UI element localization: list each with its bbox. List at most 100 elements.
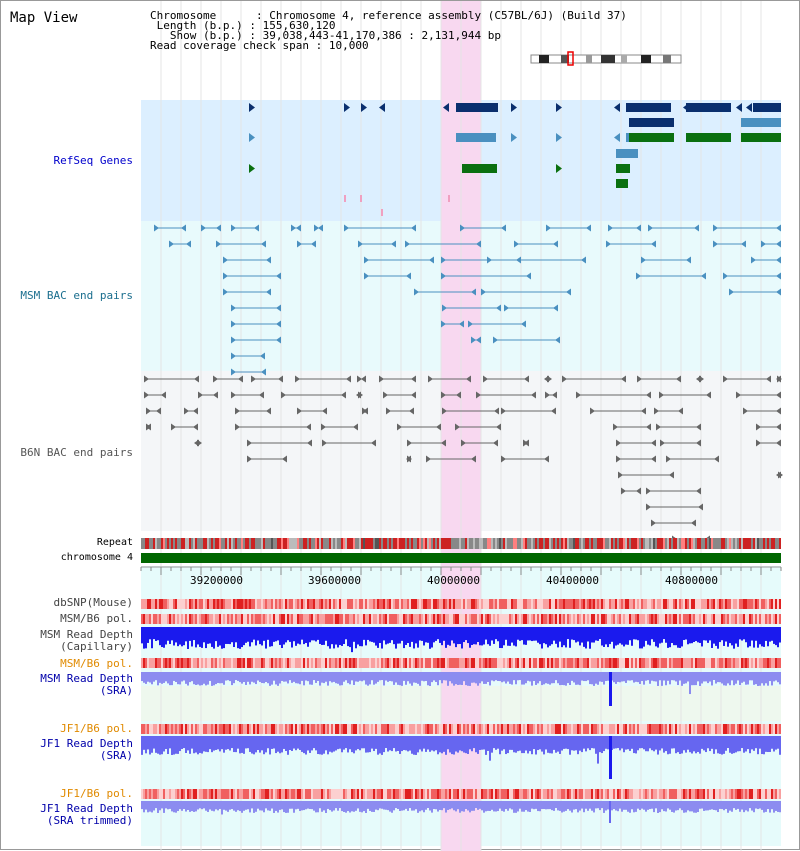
jf1-b6-pol-heat-cell bbox=[307, 724, 309, 734]
msm-b6-pol-heat-cell bbox=[769, 614, 771, 624]
msm-read-depth-sra-label[interactable]: MSM Read Depth (SRA) bbox=[40, 673, 133, 697]
msm-depth-capillary-bar bbox=[243, 639, 245, 645]
b6n-bac-track-label[interactable]: B6N BAC end pairs bbox=[20, 447, 133, 459]
jf1-depth-sra-bar bbox=[613, 748, 615, 749]
msm-depth-capillary-bar bbox=[255, 639, 257, 645]
refseq-track-label[interactable]: RefSeq Genes bbox=[54, 155, 133, 167]
jf1-b6-pol-heat-cell bbox=[441, 724, 443, 734]
jf1-depth-sra-bar bbox=[365, 748, 367, 753]
repeat-segment bbox=[771, 538, 773, 549]
dbsnp-track-label[interactable]: dbSNP(Mouse) bbox=[54, 597, 133, 609]
jf1-depth-trimmed-bar bbox=[315, 808, 317, 812]
msm-b6-pol-heat-cell bbox=[285, 614, 287, 624]
jf1-depth-trimmed-bar bbox=[197, 808, 199, 809]
msm-depth-sra-bar bbox=[547, 680, 549, 684]
repeat-segment bbox=[501, 538, 503, 549]
repeat-segment bbox=[267, 538, 269, 549]
msm-b6-pol-heat-cell bbox=[363, 614, 365, 624]
jf1-b6-pol-heat-cell bbox=[233, 724, 235, 734]
msm-b6-pol-sra-heat-cell bbox=[639, 658, 641, 668]
msm-read-depth-capillary-label[interactable]: MSM Read Depth (Capillary) bbox=[40, 629, 133, 653]
repeat-segment bbox=[603, 538, 605, 549]
msm-depth-sra-bar bbox=[233, 680, 235, 683]
msm-depth-sra-bar bbox=[319, 680, 321, 686]
msm-b6-pol-sra-heat-cell bbox=[725, 658, 727, 668]
msm-b6-pol-track-label[interactable]: MSM/B6 pol. bbox=[60, 613, 133, 625]
msm-depth-capillary-bar bbox=[723, 639, 725, 646]
jf1-depth-sra-bar bbox=[405, 748, 407, 750]
jf1-b6-pol-2-heat-cell bbox=[415, 789, 417, 799]
jf1-b6-pol-heat-cell bbox=[219, 724, 221, 734]
jf1-depth-trimmed-bar bbox=[685, 808, 687, 812]
msm-bac-track-label[interactable]: MSM BAC end pairs bbox=[20, 290, 133, 302]
dbsnp-heat-cell bbox=[629, 599, 631, 609]
msm-depth-capillary-bar bbox=[461, 639, 463, 648]
jf1-depth-sra-bar bbox=[691, 748, 693, 753]
jf1-depth-trimmed-bar bbox=[737, 808, 739, 809]
msm-b6-pol-sra-label[interactable]: MSM/B6 pol. bbox=[60, 658, 133, 670]
jf1-b6-pol-heat-cell bbox=[713, 724, 715, 734]
msm-depth-capillary-bar bbox=[171, 639, 173, 640]
msm-b6-pol-heat-cell bbox=[705, 614, 707, 624]
msm-b6-pol-sra-heat-cell bbox=[755, 658, 757, 668]
msm-depth-capillary-bar bbox=[425, 639, 427, 642]
jf1-depth-trimmed-bar bbox=[207, 808, 209, 812]
repeat-segment bbox=[395, 538, 397, 549]
dbsnp-heat-cell bbox=[327, 599, 329, 609]
msm-b6-pol-heat-cell bbox=[749, 614, 751, 624]
dbsnp-heat-cell bbox=[411, 599, 413, 609]
jf1-depth-trimmed-bar bbox=[209, 808, 211, 809]
msm-depth-sra-bar bbox=[771, 680, 773, 685]
repeat-segment bbox=[275, 538, 277, 549]
msm-b6-pol-sra-heat-cell bbox=[297, 658, 299, 668]
msm-b6-pol-heat-cell bbox=[367, 614, 369, 624]
jf1-b6-pol-track-label-2[interactable]: JF1/B6 pol. bbox=[60, 788, 133, 800]
msm-depth-capillary-bar bbox=[617, 639, 619, 645]
jf1-read-depth-sra-label[interactable]: JF1 Read Depth (SRA) bbox=[40, 738, 133, 762]
jf1-depth-trimmed-bar bbox=[565, 808, 567, 811]
jf1-b6-pol-heat-cell bbox=[435, 724, 437, 734]
msm-b6-pol-sra-heat-cell bbox=[685, 658, 687, 668]
msm-b6-pol-heat-cell bbox=[483, 614, 485, 624]
dbsnp-heat-cell bbox=[755, 599, 757, 609]
msm-depth-capillary-bar bbox=[359, 639, 361, 646]
msm-depth-capillary-bar bbox=[189, 639, 191, 641]
msm-depth-capillary-bar bbox=[145, 639, 147, 648]
msm-b6-pol-sra-heat-cell bbox=[193, 658, 195, 668]
jf1-depth-sra-bar bbox=[411, 748, 413, 754]
jf1-read-depth-trimmed-label[interactable]: JF1 Read Depth (SRA trimmed) bbox=[40, 803, 133, 827]
jf1-b6-pol-heat-cell bbox=[397, 724, 399, 734]
dbsnp-heat-cell bbox=[427, 599, 429, 609]
dbsnp-heat-cell bbox=[345, 599, 347, 609]
jf1-depth-sra-bar bbox=[759, 748, 761, 749]
jf1-b6-pol-track-label[interactable]: JF1/B6 pol. bbox=[60, 723, 133, 735]
msm-b6-pol-sra-heat-cell bbox=[441, 658, 443, 668]
msm-depth-capillary-bar bbox=[361, 639, 363, 646]
jf1-b6-pol-heat-cell bbox=[463, 724, 465, 734]
msm-b6-pol-sra-heat-cell bbox=[275, 658, 277, 668]
jf1-b6-pol-2-heat-cell bbox=[539, 789, 541, 799]
jf1-depth-sra-bar bbox=[413, 748, 415, 755]
msm-depth-capillary-bar bbox=[147, 639, 149, 643]
msm-b6-pol-heat-cell bbox=[295, 614, 297, 624]
msm-b6-pol-heat-cell bbox=[287, 614, 289, 624]
msm-b6-pol-sra-heat-cell bbox=[173, 658, 175, 668]
jf1-b6-pol-heat-cell bbox=[183, 724, 185, 734]
msm-depth-sra-bar bbox=[687, 680, 689, 681]
jf1-depth-trimmed-bar bbox=[391, 808, 393, 813]
msm-depth-capillary-bar bbox=[627, 639, 629, 645]
msm-b6-pol-heat-cell bbox=[645, 614, 647, 624]
repeat-segment bbox=[701, 538, 703, 549]
msm-b6-pol-heat-cell bbox=[159, 614, 161, 624]
jf1-b6-pol-heat-cell bbox=[317, 724, 319, 734]
jf1-b6-pol-2-heat-cell bbox=[225, 789, 227, 799]
repeat-segment bbox=[775, 538, 777, 549]
jf1-depth-trimmed-bar bbox=[245, 808, 247, 810]
jf1-b6-pol-heat-cell bbox=[323, 724, 325, 734]
jf1-depth-trimmed-bar bbox=[537, 808, 539, 811]
msm-depth-sra-bar bbox=[265, 680, 267, 682]
jf1-b6-pol-heat-cell bbox=[613, 724, 615, 734]
jf1-b6-pol-heat-cell bbox=[353, 724, 355, 734]
dbsnp-heat-cell bbox=[725, 599, 727, 609]
jf1-depth-sra-bar bbox=[589, 748, 591, 750]
